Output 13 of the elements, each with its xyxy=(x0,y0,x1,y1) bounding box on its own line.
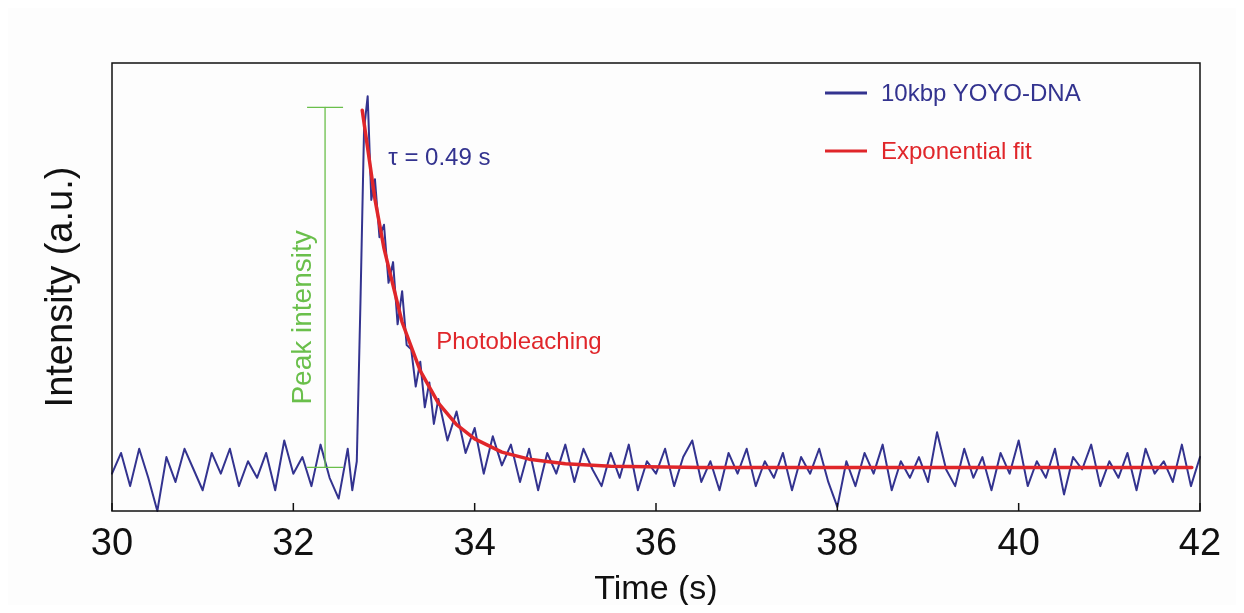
x-tick-label: 40 xyxy=(997,521,1040,563)
x-tick-label: 38 xyxy=(816,521,859,563)
x-tick-label: 30 xyxy=(90,521,134,563)
x-tick-label: 32 xyxy=(272,521,315,563)
x-tick-label: 34 xyxy=(453,521,496,563)
annotation: Photobleaching xyxy=(436,327,602,355)
x-tick-label: 36 xyxy=(634,521,678,563)
legend-label: 10kbp YOYO-DNA xyxy=(881,79,1081,107)
y-axis-title: Intensity (a.u.) xyxy=(38,166,80,408)
legend-label: Exponential fit xyxy=(881,137,1033,165)
x-tick-label: 42 xyxy=(1178,521,1222,563)
annotation: τ = 0.49 s xyxy=(388,142,491,170)
annotation: Peak intensity xyxy=(286,230,318,405)
